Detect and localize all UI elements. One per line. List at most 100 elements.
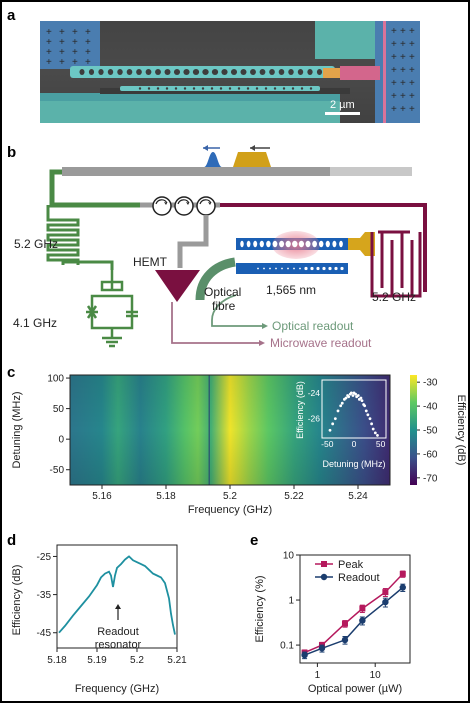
beam-hole (259, 240, 264, 248)
peak-point (359, 605, 366, 612)
readout-point (318, 645, 326, 652)
beam-hole (257, 267, 259, 270)
x-tick-label: 5.2 (130, 655, 144, 666)
hole-mark: + (409, 78, 415, 89)
readout-point (341, 636, 349, 644)
x-tick-label: 5.2 (223, 491, 237, 502)
hole-mark: + (409, 104, 415, 115)
beam-hole (298, 240, 305, 248)
y-tick-label: -45 (37, 628, 52, 639)
readout-point (301, 651, 308, 659)
panel-c-axes: 5.16 5.18 5.2 5.22 5.24 100 50 0 -50 -30 -40 -50 -60… (47, 374, 438, 502)
legend-peak: Peak (338, 559, 364, 571)
hole-mark: + (409, 52, 415, 63)
beam-hole (246, 240, 251, 248)
panel-c-xlabel: Frequency (GHz) (188, 504, 272, 516)
x-tick-label: 5.16 (92, 491, 112, 502)
green-resonator (46, 205, 114, 270)
inset-points: -50 0 50 -24 -26 (308, 388, 386, 449)
colorbar-tick-label: -30 (423, 378, 438, 389)
beam-hole (288, 69, 294, 75)
inset-frame (321, 379, 387, 439)
beam-hole (282, 87, 286, 90)
inset-point (333, 417, 337, 421)
beam-hole (230, 69, 238, 75)
beam-hole (210, 87, 214, 90)
hole-mark: + (400, 104, 406, 115)
peak-point (341, 620, 348, 627)
x-tick-label: 5.21 (167, 655, 187, 666)
beam-hole (240, 240, 244, 248)
hole-mark: + (400, 52, 406, 63)
readout-point (382, 598, 389, 606)
photonic-crystal-holes: + + + ++ + + ++ + + ++ + + ++ + ++ + ++ + ++ + ++ + ++ + ++ + + (46, 26, 415, 115)
panel-b-schematic (46, 145, 427, 348)
beam-hole (183, 87, 187, 90)
inset-point (373, 431, 377, 435)
inset-x-tick: -50 (321, 439, 334, 449)
inset-ylabel: Efficiency (dB) (295, 381, 305, 439)
hole-mark: + (72, 37, 78, 48)
colorbar-tick-label: -60 (423, 449, 438, 460)
peak-point (382, 589, 389, 596)
output-line (220, 203, 427, 292)
panel-b-letter: b (7, 144, 16, 161)
y-tick-label: 1 (288, 596, 294, 607)
hole-mark: + (46, 27, 52, 38)
beam-hole (309, 87, 313, 90)
hole-mark: + (59, 37, 65, 48)
beam-hole (292, 240, 298, 248)
colorbar (410, 375, 417, 485)
optical-fibre (195, 257, 236, 301)
inset-y-tick: -26 (308, 414, 321, 424)
beam-hole (174, 87, 178, 90)
beam-hole (126, 69, 133, 75)
hole-mark: + (400, 39, 406, 50)
inset-point (364, 409, 368, 413)
inset-point (366, 413, 370, 417)
interdigitated-capacitor (370, 230, 422, 298)
beam-hole (285, 240, 291, 248)
y-tick-label: 0 (58, 435, 64, 446)
beam-hole (305, 240, 311, 248)
hole-mark: + (400, 65, 406, 76)
hole-mark: + (409, 65, 415, 76)
beam-hole (287, 267, 289, 270)
colorbar-tick-label: -50 (423, 426, 438, 437)
label-optical-readout: Optical readout (272, 319, 354, 333)
readout-annotation-2: resonator (95, 639, 142, 651)
hole-mark: + (400, 91, 406, 102)
hole-mark: + (46, 47, 52, 58)
beam-hole (316, 266, 320, 271)
efficiency-line (58, 555, 176, 635)
beam-hole (147, 87, 151, 90)
beam-hole (307, 69, 313, 75)
inset-point (356, 394, 360, 397)
inset-x-tick: 50 (376, 439, 386, 449)
inset-point (368, 417, 372, 421)
beam-hole (304, 266, 308, 271)
colorbar-tick-label: -70 (423, 473, 438, 484)
beam-hole (299, 267, 301, 270)
microwave-line (62, 167, 412, 176)
inset-x-tick: 0 (352, 439, 357, 449)
beam-hole (255, 87, 259, 90)
beam-hole (202, 69, 209, 75)
beam-hole (259, 69, 266, 75)
x-tick-label: 5.22 (284, 491, 304, 502)
beam-hole (156, 87, 160, 90)
photonic-beam-bottom (236, 263, 348, 274)
hole-mark: + (400, 78, 406, 89)
inset-point (347, 395, 351, 399)
scale-bar-label: 2 µm (330, 99, 355, 111)
beam-hole (221, 69, 228, 75)
panel-d-xlabel: Frequency (GHz) (75, 683, 159, 695)
beam-hole (136, 69, 142, 75)
beam-hole (322, 266, 326, 271)
hole-mark: + (46, 37, 52, 48)
inset-point (351, 394, 355, 397)
y-tick-label: 100 (47, 374, 64, 385)
label-hemt: HEMT (133, 255, 168, 269)
beam-hole (279, 240, 285, 248)
label-5.2ghz-left: 5.2 GHz (14, 237, 58, 251)
